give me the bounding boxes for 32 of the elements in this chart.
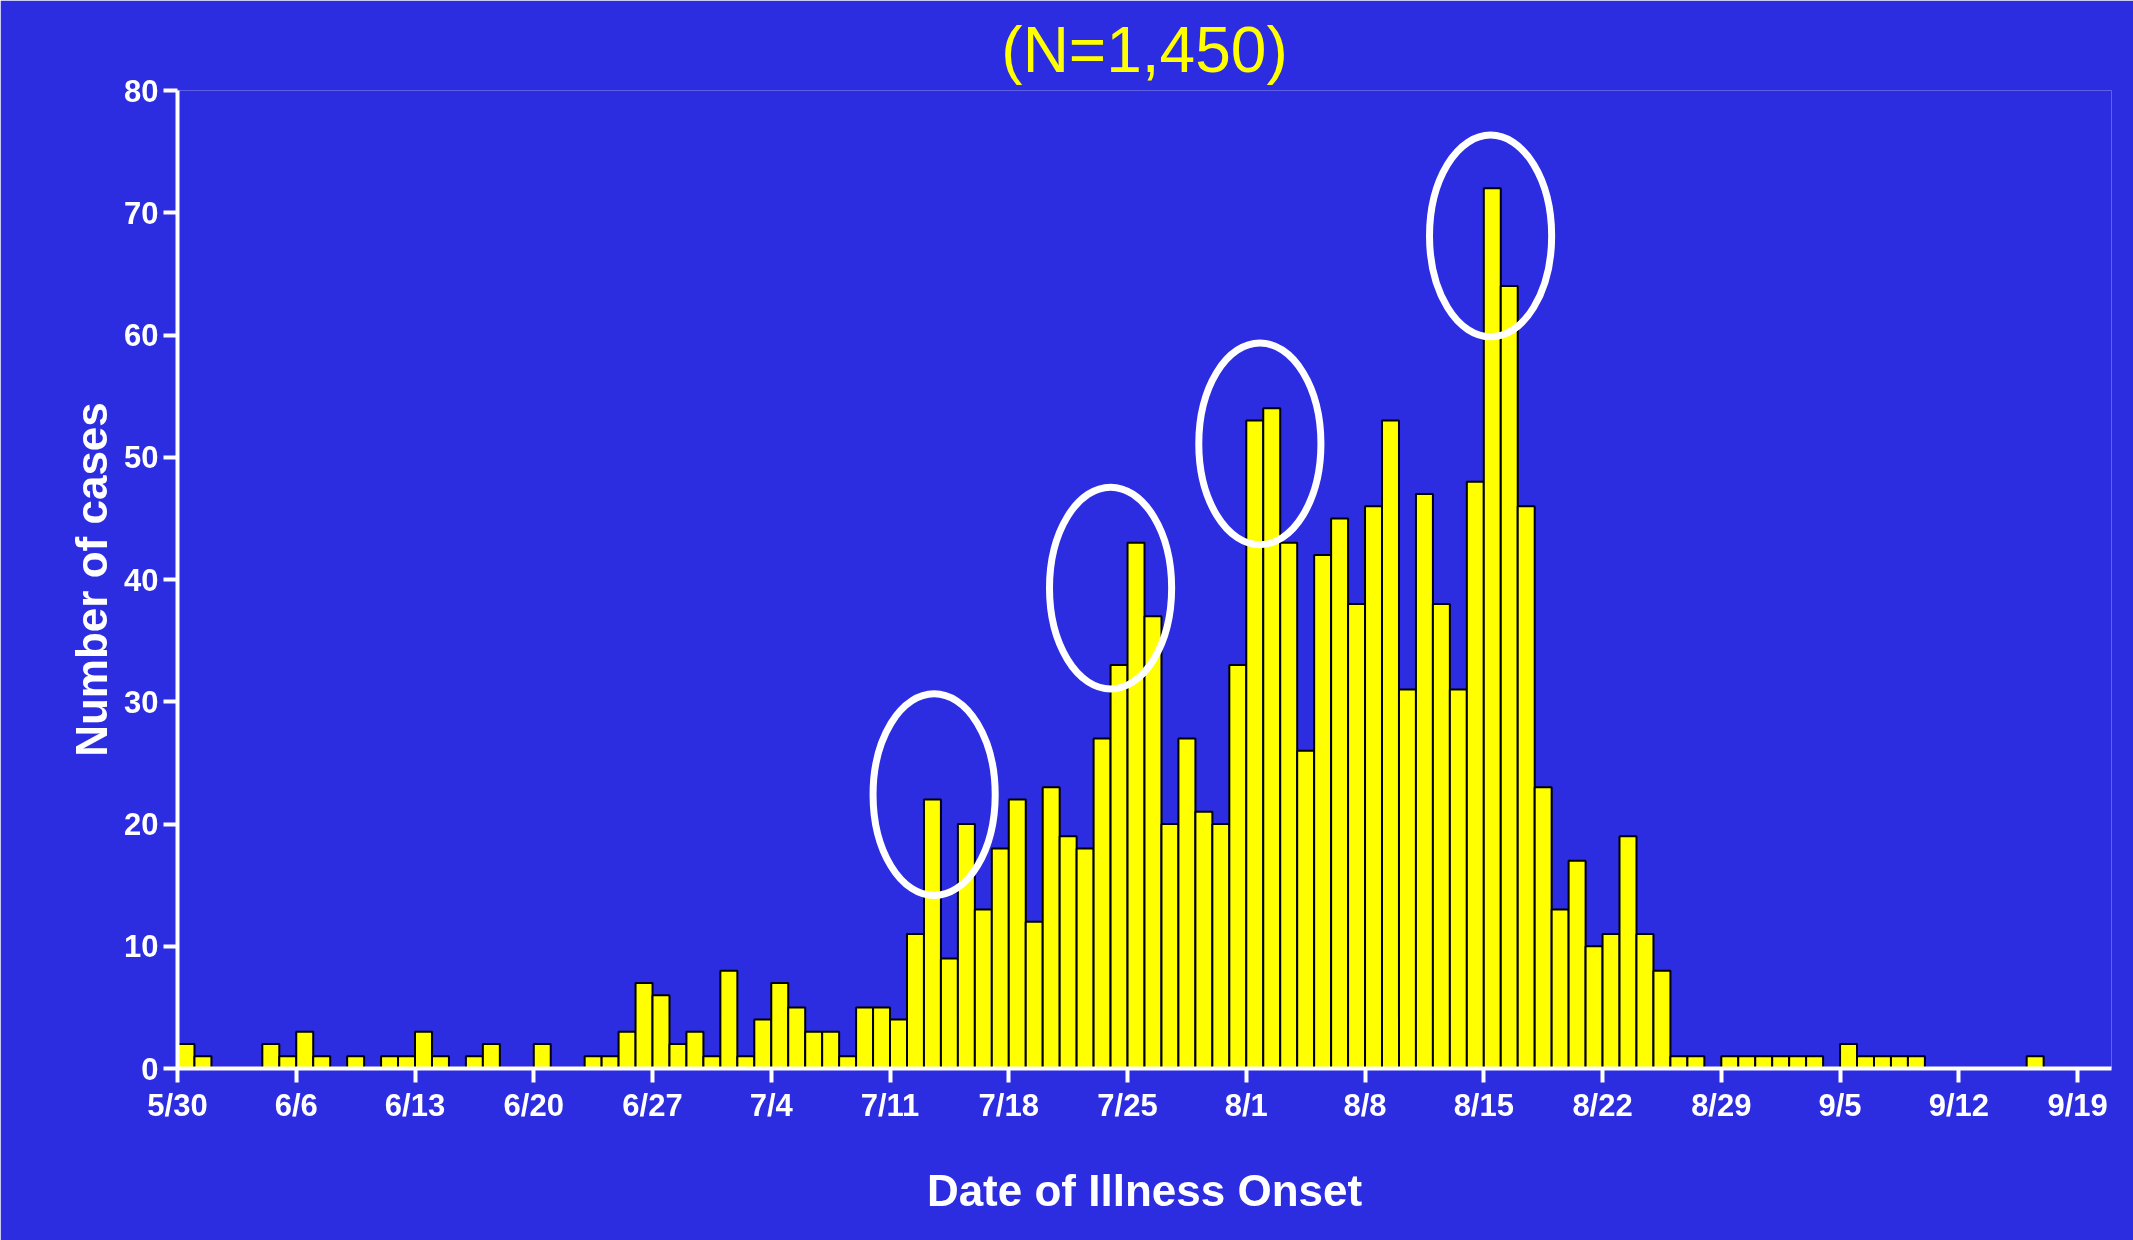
bar — [346, 1055, 366, 1069]
bar — [2025, 1055, 2045, 1069]
x-tick-label: 7/25 — [1097, 1087, 1158, 1123]
x-tick-label: 7/11 — [860, 1087, 920, 1123]
chart-title: (N=1,450) — [1001, 13, 1288, 86]
y-tick-label: 10 — [124, 929, 159, 965]
x-tick-label: 9/19 — [2047, 1087, 2108, 1123]
y-tick-label: 70 — [124, 195, 159, 231]
y-tick-label: 50 — [124, 440, 159, 476]
bar — [532, 1043, 552, 1069]
x-tick-label: 8/8 — [1343, 1087, 1387, 1123]
x-tick-label: 8/29 — [1691, 1087, 1752, 1123]
x-tick-label: 6/27 — [622, 1087, 683, 1123]
y-tick-label: 0 — [141, 1051, 159, 1087]
x-tick-label: 6/20 — [503, 1087, 564, 1123]
x-tick-label: 8/15 — [1453, 1087, 1514, 1123]
x-tick-label: 9/5 — [1818, 1087, 1862, 1123]
x-tick-label: 7/18 — [978, 1087, 1039, 1123]
y-tick-label: 80 — [124, 73, 159, 109]
y-axis-title: Number of cases — [67, 402, 117, 757]
y-tick-label: 40 — [124, 562, 159, 598]
y-tick-label: 30 — [124, 684, 159, 720]
y-tick-label: 60 — [124, 318, 159, 353]
x-tick-label: 8/22 — [1572, 1087, 1633, 1123]
x-tick-label: 6/13 — [384, 1087, 446, 1123]
x-tick-label: 5/30 — [147, 1087, 208, 1123]
x-tick-label: 6/6 — [274, 1087, 318, 1123]
x-tick-label: 7/4 — [749, 1087, 794, 1123]
x-tick-label: 8/1 — [1224, 1087, 1268, 1123]
y-tick-label: 20 — [124, 807, 159, 842]
x-tick-label: 9/12 — [1928, 1087, 1989, 1123]
x-axis-title: Date of Illness Onset — [926, 1165, 1363, 1215]
